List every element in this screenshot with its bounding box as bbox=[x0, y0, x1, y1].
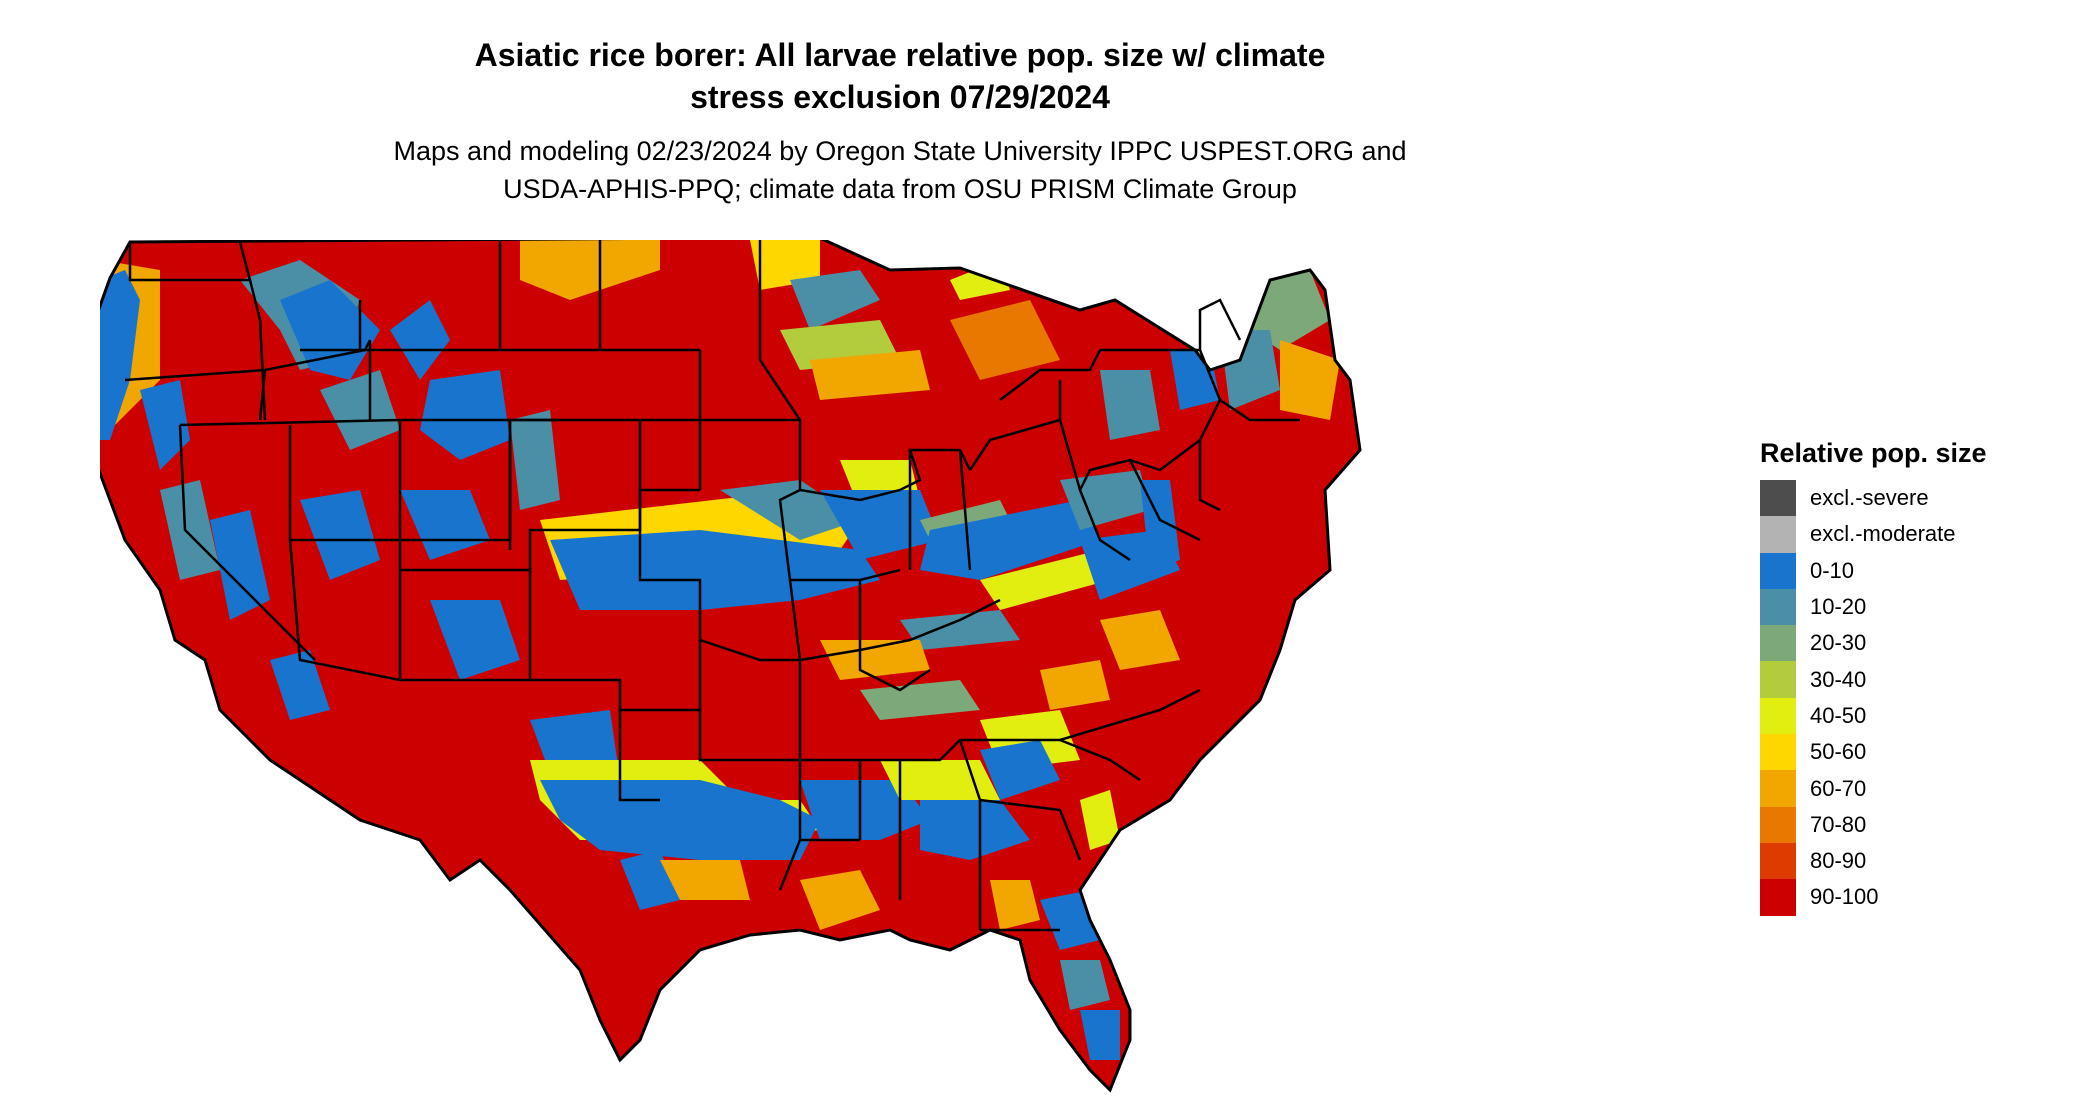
map-subtitle-line-2: USDA-APHIS-PPQ; climate data from OSU PR… bbox=[503, 174, 1297, 204]
population-zone bbox=[790, 270, 880, 330]
population-zone bbox=[140, 380, 190, 470]
population-zone bbox=[980, 550, 1110, 610]
population-zone bbox=[990, 880, 1040, 930]
legend-label: 30-40 bbox=[1810, 666, 1867, 692]
legend-item: 30-40 bbox=[1760, 661, 2060, 698]
map-subtitle-line-1: Maps and modeling 02/23/2024 by Oregon S… bbox=[393, 136, 1407, 166]
population-zone bbox=[300, 490, 380, 580]
legend-item: excl.-severe bbox=[1760, 480, 2060, 517]
population-zone bbox=[750, 240, 820, 290]
legend-item: 70-80 bbox=[1760, 806, 2060, 843]
legend-label: 50-60 bbox=[1810, 739, 1867, 765]
population-zone bbox=[1060, 960, 1110, 1010]
legend-item: 80-90 bbox=[1760, 842, 2060, 880]
population-zone bbox=[100, 270, 140, 440]
legend-label: excl.-severe bbox=[1810, 485, 1929, 511]
legend-item: 0-10 bbox=[1760, 552, 2060, 589]
legend-label: 70-80 bbox=[1810, 811, 1867, 837]
population-zone bbox=[550, 530, 880, 610]
legend-swatch bbox=[1760, 879, 1796, 916]
legend-item: 10-20 bbox=[1760, 588, 2060, 626]
legend-swatch bbox=[1760, 770, 1796, 807]
legend-label: 20-30 bbox=[1810, 630, 1867, 656]
population-zone bbox=[880, 760, 1000, 800]
population-zone bbox=[1100, 370, 1160, 440]
us-map-svg bbox=[100, 240, 1362, 1092]
legend-swatch bbox=[1760, 552, 1796, 589]
population-zone bbox=[1080, 1010, 1120, 1060]
population-zone bbox=[1280, 340, 1340, 420]
legend-label: excl.-moderate bbox=[1810, 521, 1956, 547]
population-zone bbox=[160, 480, 220, 580]
legend-label: 60-70 bbox=[1810, 775, 1867, 801]
population-zone bbox=[400, 490, 490, 560]
population-zone bbox=[1040, 660, 1110, 710]
legend-label: 10-20 bbox=[1810, 594, 1867, 620]
legend-swatch bbox=[1760, 842, 1796, 880]
population-zone bbox=[210, 510, 270, 620]
legend-swatch bbox=[1760, 806, 1796, 843]
population-zone bbox=[280, 280, 380, 380]
population-zone bbox=[540, 780, 820, 860]
population-zone bbox=[950, 300, 1060, 380]
population-zone bbox=[390, 300, 450, 380]
legend-swatch bbox=[1760, 480, 1796, 517]
population-zone bbox=[1080, 530, 1180, 600]
legend-swatch bbox=[1760, 588, 1796, 626]
population-zone bbox=[920, 500, 1100, 580]
population-zone bbox=[520, 240, 660, 300]
map-subtitle: Maps and modeling 02/23/2024 by Oregon S… bbox=[0, 132, 1800, 208]
legend-swatch bbox=[1760, 516, 1796, 553]
legend-swatch bbox=[1760, 697, 1796, 735]
population-zone bbox=[270, 650, 330, 720]
legend-item: 90-100 bbox=[1760, 879, 2060, 916]
title-block: Asiatic rice borer: All larvae relative … bbox=[0, 34, 1800, 208]
legend-item: excl.-moderate bbox=[1760, 516, 2060, 553]
legend-item: 50-60 bbox=[1760, 734, 2060, 771]
legend: Relative pop. size excl.-severe excl.-mod… bbox=[1760, 436, 2060, 916]
population-zone bbox=[920, 800, 1030, 860]
legend-label: 40-50 bbox=[1810, 702, 1867, 728]
population-zone bbox=[320, 370, 400, 450]
legend-swatch bbox=[1760, 661, 1796, 698]
legend-label: 80-90 bbox=[1810, 848, 1867, 874]
legend-label: 0-10 bbox=[1810, 557, 1855, 583]
population-zone bbox=[980, 740, 1060, 800]
legend-swatch bbox=[1760, 625, 1796, 662]
population-zone bbox=[860, 680, 980, 720]
legend-title: Relative pop. size bbox=[1760, 438, 1987, 468]
legend-items: excl.-severe excl.-moderate 0-10 10-20 20-30… bbox=[1760, 480, 2060, 916]
population-zone bbox=[510, 410, 560, 510]
us-map bbox=[100, 240, 1740, 1100]
population-zone bbox=[1080, 790, 1120, 850]
map-title: Asiatic rice borer: All larvae relative … bbox=[0, 34, 1800, 118]
legend-item: 20-30 bbox=[1760, 625, 2060, 662]
population-zone bbox=[720, 480, 860, 540]
map-title-line-2: stress exclusion 07/29/2024 bbox=[690, 79, 1110, 115]
population-zone bbox=[660, 860, 750, 900]
map-title-line-1: Asiatic rice borer: All larvae relative … bbox=[474, 37, 1326, 73]
population-zone bbox=[800, 870, 880, 930]
population-zone bbox=[420, 370, 510, 460]
population-zone bbox=[900, 610, 1020, 650]
legend-item: 60-70 bbox=[1760, 770, 2060, 807]
state-borders bbox=[124, 240, 1300, 932]
legend-swatch bbox=[1760, 734, 1796, 771]
population-zone bbox=[1100, 610, 1180, 670]
legend-item: 40-50 bbox=[1760, 697, 2060, 735]
population-zone bbox=[430, 600, 520, 680]
population-zone bbox=[820, 640, 930, 680]
legend-label: 90-100 bbox=[1810, 884, 1879, 910]
population-zone bbox=[810, 350, 930, 400]
